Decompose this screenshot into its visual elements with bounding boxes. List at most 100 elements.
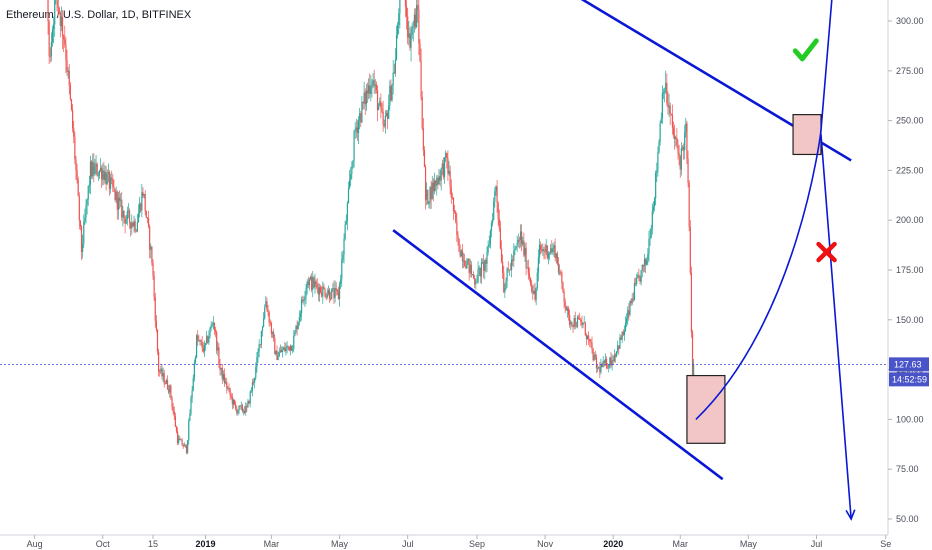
- candle-body: [279, 350, 281, 353]
- lower-trendline[interactable]: [392, 229, 724, 481]
- candle-body: [171, 397, 173, 407]
- candle-body: [424, 166, 427, 200]
- bearish-path-arrow[interactable]: [820, 134, 852, 520]
- candle-body: [287, 345, 289, 347]
- candle-body: [555, 253, 557, 259]
- candle-body: [468, 258, 470, 273]
- target-zone-box[interactable]: [792, 114, 822, 156]
- candle-body: [483, 262, 485, 271]
- price-tick-label: 275.00: [896, 66, 924, 76]
- candle-body: [373, 80, 375, 87]
- candle-body: [149, 226, 151, 250]
- candle-body: [454, 211, 456, 213]
- candle-body: [554, 245, 556, 259]
- candle-body: [534, 290, 536, 300]
- candle-body: [189, 413, 191, 421]
- candle-body: [440, 168, 442, 181]
- candle-body: [49, 56, 51, 58]
- candle-body: [307, 281, 309, 286]
- candle-body: [467, 258, 469, 261]
- candle-body: [204, 343, 207, 345]
- candle-body: [489, 230, 491, 245]
- candle-body: [193, 362, 195, 379]
- candle-body: [427, 189, 429, 204]
- candle-body: [337, 291, 340, 300]
- candle-body: [228, 388, 230, 390]
- candle-body: [74, 136, 76, 160]
- candle-body: [247, 400, 249, 407]
- candle-body: [357, 121, 360, 133]
- candle-body: [469, 264, 471, 273]
- candle-body: [178, 438, 180, 444]
- candle-body: [294, 331, 296, 336]
- candle-body: [594, 354, 596, 357]
- candle-body: [464, 260, 466, 266]
- candle-body: [381, 108, 383, 112]
- bullish-path-arrow[interactable]: [695, 0, 851, 420]
- candle-body: [170, 385, 172, 398]
- candle-body: [660, 118, 662, 124]
- candle-body: [111, 177, 113, 180]
- candle-body: [541, 249, 543, 251]
- candle-body: [550, 248, 552, 253]
- candle-body: [552, 248, 554, 253]
- candle-body: [355, 127, 357, 131]
- candle-body: [95, 163, 97, 167]
- candle-body: [409, 33, 411, 48]
- candle-body: [168, 389, 170, 393]
- candle-body: [374, 84, 376, 87]
- candle-body: [159, 371, 161, 373]
- candle-body: [238, 405, 240, 411]
- candle-body: [682, 147, 685, 150]
- candle-body: [390, 85, 392, 101]
- candle-body: [302, 299, 304, 302]
- candle-body: [372, 80, 374, 84]
- candle-body: [532, 291, 534, 294]
- candle-body: [169, 385, 171, 393]
- candle-body: [155, 321, 157, 330]
- candle-body: [347, 188, 350, 203]
- candle-body: [65, 44, 67, 60]
- candle-body: [203, 344, 206, 352]
- candle-body: [230, 395, 232, 397]
- candle-body: [405, 6, 408, 17]
- candle-body: [245, 405, 247, 413]
- candle-body: [335, 287, 337, 290]
- candle-body: [630, 301, 632, 304]
- price-tick-label: 250.00: [896, 116, 924, 126]
- candle-body: [350, 173, 352, 180]
- upper-trendline[interactable]: [402, 0, 852, 162]
- candle-body: [131, 222, 133, 229]
- candle-body: [132, 222, 134, 227]
- candle-body: [271, 332, 274, 334]
- candle-body: [109, 177, 112, 189]
- candle-body: [621, 331, 623, 340]
- candle-body: [164, 383, 166, 385]
- candle-body: [422, 128, 424, 150]
- candle-body: [117, 197, 119, 210]
- candle-body: [368, 85, 370, 94]
- candle-body: [623, 330, 625, 336]
- candle-body: [162, 373, 164, 377]
- candle-body: [603, 360, 605, 363]
- candle-body: [548, 252, 551, 254]
- candle-body: [165, 380, 168, 384]
- candle-body: [284, 347, 286, 352]
- candle-body: [285, 347, 287, 352]
- candle-body: [466, 260, 468, 269]
- candle-body: [273, 332, 275, 338]
- candle-body: [643, 258, 646, 267]
- candle-body: [622, 331, 624, 336]
- candle-body: [232, 399, 235, 405]
- candle-body: [211, 324, 213, 326]
- candle-body: [601, 364, 603, 368]
- candle-body: [356, 127, 359, 133]
- candle-body: [326, 294, 328, 298]
- candle-body: [386, 112, 389, 119]
- candle-body: [490, 223, 493, 231]
- candle-body: [277, 356, 279, 360]
- candle-body: [288, 346, 290, 351]
- candle-body: [509, 269, 512, 271]
- candle-body: [146, 217, 149, 219]
